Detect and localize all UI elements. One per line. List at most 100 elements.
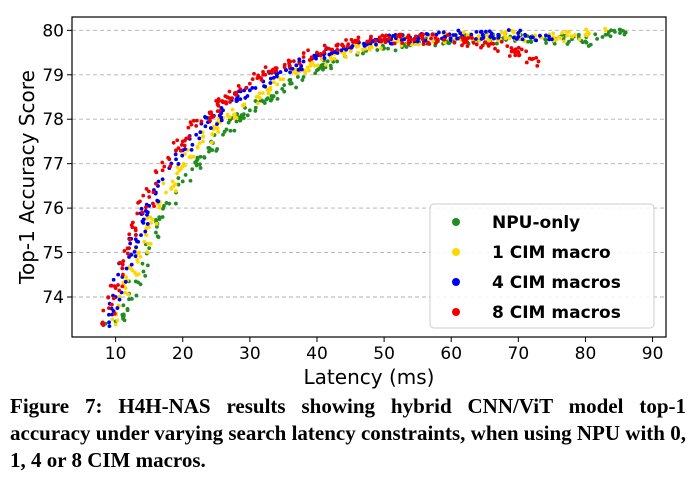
legend-marker xyxy=(452,218,460,226)
data-point xyxy=(190,167,195,172)
data-point xyxy=(191,118,196,123)
data-point xyxy=(516,34,521,39)
data-point xyxy=(441,30,446,35)
data-point xyxy=(356,50,361,55)
data-point xyxy=(202,155,207,160)
data-point xyxy=(263,72,268,77)
data-point xyxy=(282,89,287,94)
data-point xyxy=(173,182,178,187)
data-point xyxy=(184,136,189,141)
data-point xyxy=(148,215,153,220)
data-point xyxy=(127,237,132,242)
data-points xyxy=(100,26,628,329)
data-point xyxy=(139,206,144,211)
data-point xyxy=(301,51,306,55)
data-point xyxy=(491,36,496,41)
data-point xyxy=(406,33,411,38)
data-point xyxy=(234,99,239,103)
data-point xyxy=(436,38,440,43)
data-point xyxy=(412,38,417,42)
data-point xyxy=(125,308,130,313)
data-point xyxy=(274,90,279,95)
data-point xyxy=(268,85,273,90)
data-point xyxy=(319,63,324,68)
data-point xyxy=(244,86,248,90)
data-point xyxy=(282,65,287,70)
data-point xyxy=(208,115,212,120)
data-point xyxy=(268,76,273,81)
data-point xyxy=(101,308,106,313)
legend-marker xyxy=(452,278,460,286)
data-point xyxy=(551,31,556,36)
data-point xyxy=(306,48,310,53)
data-point xyxy=(291,59,296,64)
data-point xyxy=(134,273,139,277)
data-point xyxy=(255,76,260,81)
data-point xyxy=(481,36,486,40)
data-point xyxy=(506,28,511,32)
data-point xyxy=(560,30,564,35)
data-point xyxy=(219,115,224,120)
data-point xyxy=(511,35,516,40)
data-point xyxy=(536,59,541,64)
data-point xyxy=(513,47,518,52)
data-point xyxy=(110,317,115,322)
data-point xyxy=(294,63,299,68)
data-point xyxy=(132,249,137,254)
data-point xyxy=(609,28,613,33)
data-point xyxy=(573,33,577,37)
data-point xyxy=(198,166,203,170)
data-point xyxy=(495,41,499,46)
data-point xyxy=(413,34,418,39)
data-point xyxy=(238,97,243,102)
data-point xyxy=(425,32,430,37)
data-point xyxy=(118,260,122,265)
data-point xyxy=(238,87,243,92)
data-point xyxy=(176,162,181,166)
data-point xyxy=(373,38,378,43)
data-point xyxy=(570,34,575,39)
data-point xyxy=(116,272,121,277)
data-point xyxy=(124,266,129,271)
data-point xyxy=(247,108,252,113)
data-point xyxy=(141,217,146,222)
data-point xyxy=(469,32,474,37)
data-point xyxy=(136,251,140,256)
data-point xyxy=(622,32,627,37)
data-point xyxy=(157,205,162,210)
data-point xyxy=(182,143,187,148)
data-point xyxy=(297,57,302,62)
data-point xyxy=(106,295,111,300)
data-point xyxy=(126,292,131,297)
data-point xyxy=(297,61,302,66)
data-point xyxy=(269,98,273,103)
data-point xyxy=(121,314,126,319)
data-point xyxy=(214,98,219,103)
legend-label: 8 CIM macros xyxy=(492,303,621,323)
data-point xyxy=(362,43,367,48)
data-point xyxy=(155,234,160,239)
data-point xyxy=(367,39,371,44)
data-point xyxy=(474,42,479,47)
data-point xyxy=(353,38,358,43)
data-point xyxy=(301,55,306,59)
data-point xyxy=(253,86,258,90)
y-axis-label: Top-1 Accuracy Score xyxy=(15,70,39,285)
data-point xyxy=(113,322,118,327)
data-point xyxy=(477,34,482,38)
data-point xyxy=(210,132,215,136)
data-point xyxy=(130,225,135,230)
data-point xyxy=(115,306,120,310)
data-point xyxy=(396,33,401,38)
data-point xyxy=(168,164,173,169)
data-point xyxy=(138,282,143,287)
x-axis-label: Latency (ms) xyxy=(304,365,435,389)
plot-frame xyxy=(71,16,667,338)
data-point xyxy=(160,160,165,165)
data-point xyxy=(393,48,398,53)
data-point xyxy=(349,45,354,49)
data-point xyxy=(271,75,276,80)
y-tick-label: 74 xyxy=(42,288,64,308)
data-point xyxy=(145,216,149,221)
data-point xyxy=(252,71,256,76)
